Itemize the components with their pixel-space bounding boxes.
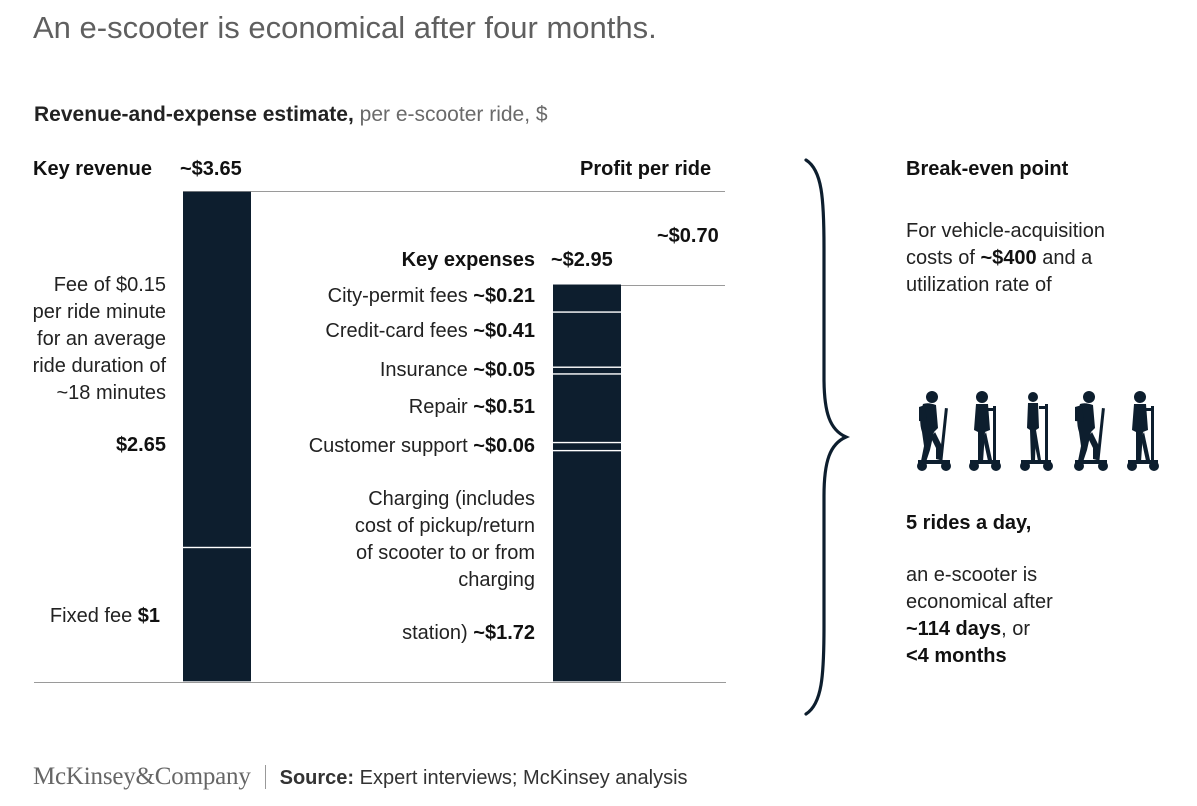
scooter-rider-icon (1126, 391, 1159, 471)
expenses-header-label: Key expenses (401, 249, 535, 271)
expense-item-row: City-permit fees ~$0.21 (240, 285, 535, 308)
expense-item-label: Repair (408, 396, 468, 418)
scooter-rider-icon (917, 391, 951, 471)
source-label: Source: (279, 767, 355, 789)
revenue-top-rule (183, 191, 725, 192)
bar-segment-insurance (553, 367, 621, 374)
fixed-fee-value: $1 (137, 605, 160, 627)
break-even-intro-a: For vehicle-acquisition costs of (906, 220, 1105, 269)
break-even-or: , or (1001, 618, 1030, 640)
bar-segment-fee-of-0-15-per-ride-minute (183, 191, 251, 547)
footer-separator (264, 764, 266, 789)
scooter-rider-icon (1074, 391, 1109, 471)
fixed-fee-label-row: Fixed fee $1 (20, 605, 160, 628)
subtitle-bold: Revenue-and-expense estimate, (34, 103, 354, 126)
expense-item-label: Customer support (308, 435, 468, 457)
charging-last: station) (402, 622, 468, 644)
break-even-outcome: an e-scooter is economical after ~114 da… (906, 562, 1106, 670)
expense-item-label: Credit-card fees (325, 320, 468, 342)
expense-item-value: ~$0.06 (473, 435, 535, 457)
ride-fee-value: $2.65 (115, 434, 166, 456)
expense-item-row: Customer support ~$0.06 (240, 435, 535, 458)
expense-item-row: Repair ~$0.51 (240, 396, 535, 419)
source-text: Expert interviews; McKinsey analysis (359, 767, 688, 789)
charging-text: Charging (includes cost of pickup/return… (354, 488, 535, 591)
bar-segment-repair (553, 374, 621, 442)
company-logo: McKinsey&Company (33, 763, 251, 790)
scooter-riders-group (906, 388, 1164, 477)
footer: McKinsey&Company Source: Expert interview… (33, 763, 688, 791)
expense-item-row: Credit-card fees ~$0.41 (240, 320, 535, 343)
page-headline: An e-scooter is economical after four mo… (33, 10, 657, 45)
break-even-outcome-a: an e-scooter is economical after (906, 564, 1053, 613)
scooter-rider-icon (1019, 392, 1053, 471)
break-even-months: <4 months (906, 645, 1007, 667)
expense-item-value: ~$0.41 (473, 320, 535, 342)
break-even-intro-b: and a utilization rate of (906, 247, 1093, 296)
break-even-title: Break-even point (906, 158, 1069, 180)
expense-item-label: City-permit fees (327, 285, 468, 307)
profit-header-label: Profit per ride (580, 158, 712, 180)
chart-subtitle: Revenue-and-expense estimate, per e-scoo… (34, 103, 548, 127)
charging-value: ~$1.72 (473, 622, 535, 644)
expense-item-value: ~$0.21 (473, 285, 535, 307)
break-even-rides: 5 rides a day, (906, 512, 1032, 534)
break-even-intro: For vehicle-acquisition costs of ~$400 a… (906, 218, 1151, 299)
expense-item-row: Insurance ~$0.05 (240, 359, 535, 382)
charging-last-row: station) ~$1.72 (345, 622, 535, 645)
profit-value: ~$0.70 (657, 225, 719, 247)
bar-segment-customer-support (553, 443, 621, 450)
revenue-header-value: ~$3.65 (180, 158, 242, 180)
subtitle-light: per e-scooter ride, $ (359, 103, 548, 126)
expense-top-rule (553, 285, 725, 286)
expenses-header-value: ~$2.95 (551, 249, 613, 271)
bar-segment-fixed-fee (183, 548, 251, 682)
bar-segment-credit-card-fees (553, 312, 621, 367)
revenue-header-label: Key revenue (33, 158, 152, 180)
curly-brace-icon (804, 158, 850, 716)
break-even-cost: ~$400 (980, 247, 1037, 269)
expense-item-value: ~$0.05 (473, 359, 535, 381)
baseline-rule (34, 682, 726, 683)
break-even-days: ~114 days (906, 618, 1002, 640)
bar-segment-charging (553, 451, 621, 682)
bar-segment-city-permit-fees (553, 284, 621, 312)
ride-fee-text: Fee of $0.15 per ride minute for an aver… (32, 274, 166, 404)
scooter-rider-icon (969, 391, 1002, 471)
fixed-fee-label: Fixed fee (49, 605, 133, 627)
expense-item-label: Insurance (379, 359, 468, 381)
expense-item-value: ~$0.51 (473, 396, 535, 418)
